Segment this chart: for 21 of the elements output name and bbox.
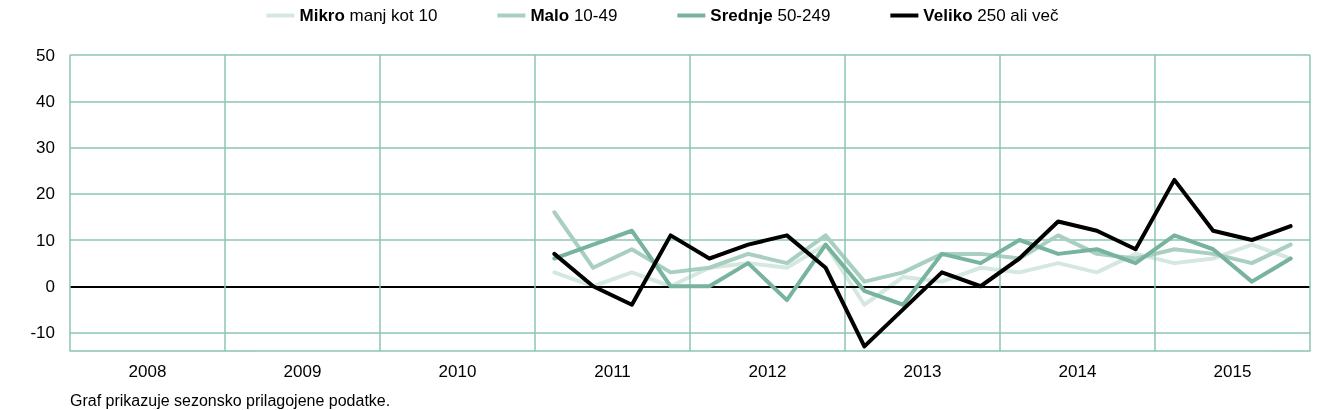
x-tick-label: 2015: [1213, 362, 1252, 381]
x-tick-label: 2009: [283, 362, 322, 381]
x-tick-label: 2008: [128, 362, 167, 381]
x-tick-label: 2013: [903, 362, 942, 381]
legend-label: Mikro manj kot 10: [299, 6, 438, 25]
text: Graf prikazuje sezonsko prilagojene podatke.: [70, 391, 391, 409]
y-tick-label: 30: [36, 138, 55, 157]
legend-label: Srednje 50-249: [710, 6, 831, 25]
x-tick-label: 2010: [438, 362, 477, 381]
x-tick-label: 2011: [594, 362, 631, 381]
y-tick-label: 10: [36, 230, 55, 250]
x-tick-label: 2012: [748, 362, 787, 381]
y-tick-label: 40: [36, 91, 55, 111]
legend-label: Malo 10-49: [530, 6, 618, 25]
y-tick-label: 0: [45, 276, 55, 296]
x-tick-label: 2014: [1058, 362, 1097, 381]
y-tick-label: 20: [36, 184, 55, 204]
legend-label: Veliko 250 ali več: [923, 6, 1060, 25]
y-tick-label: -10: [30, 323, 55, 342]
y-tick-label: 50: [36, 45, 55, 65]
line-series: [552, 228, 1293, 307]
